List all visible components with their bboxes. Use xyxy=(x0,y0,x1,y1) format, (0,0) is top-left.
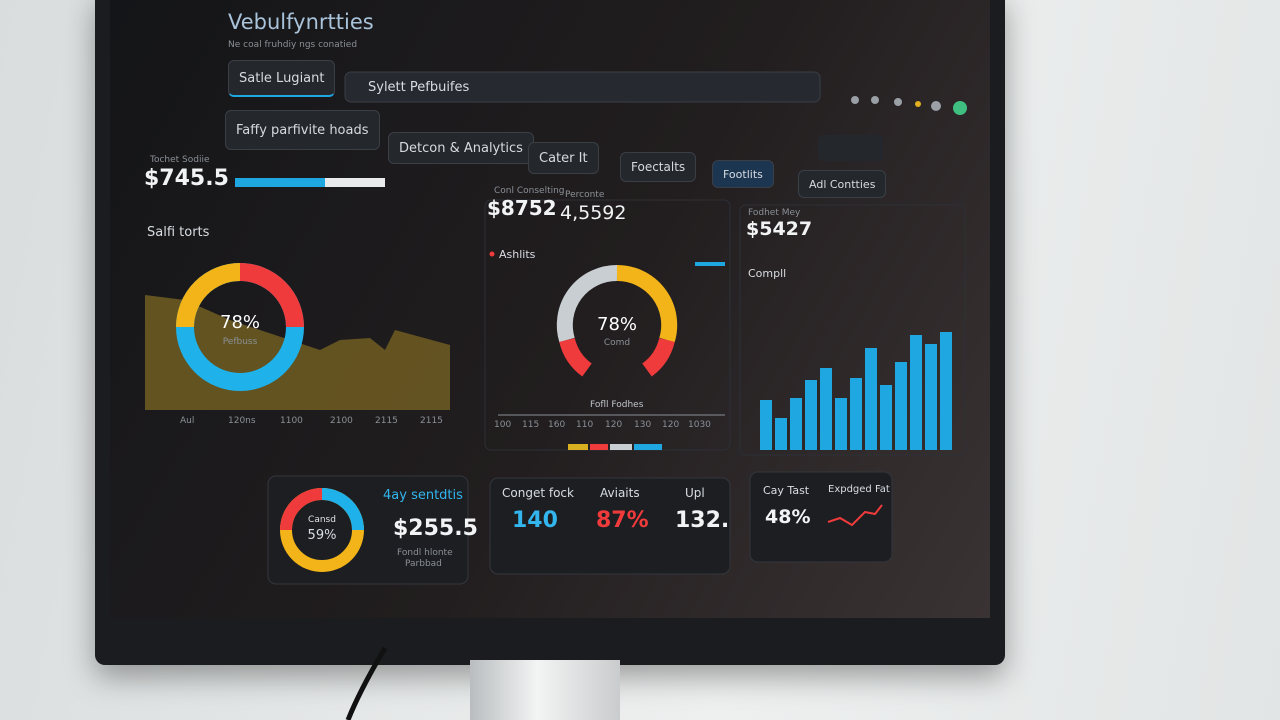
axis-label: 1030 xyxy=(688,420,711,430)
axis-title: Fofll Fodhes xyxy=(590,400,644,410)
axis-label: 130 xyxy=(634,420,652,430)
graphics xyxy=(145,71,967,585)
section-title: Salfi torts xyxy=(147,225,210,240)
card-donut xyxy=(280,488,364,572)
app-subtitle: Ne coal fruhdiy ngs conatied xyxy=(228,40,358,50)
card-note: Fondl hlonte xyxy=(397,548,453,558)
tab[interactable]: Satle Lugiant xyxy=(228,60,336,97)
stat-label: Conl Conselting xyxy=(494,186,565,196)
toolbar-icons xyxy=(851,96,967,115)
donut-value: 59% xyxy=(307,528,337,543)
axis-label: 120ns xyxy=(228,416,256,426)
axis-label: 2100 xyxy=(330,416,353,426)
screen: Vebulfynrtties Ne coal fruhdiy ngs conat… xyxy=(110,0,990,618)
axis-label: 115 xyxy=(522,420,540,430)
metric-label: Upl xyxy=(685,486,705,500)
axis-label: 100 xyxy=(494,420,512,430)
axis-label: 120 xyxy=(605,420,623,430)
search-bar xyxy=(344,71,821,103)
axis-label: 120 xyxy=(662,420,680,430)
metric-label: Expdged Fat xyxy=(828,484,890,495)
bar-chart xyxy=(760,332,952,450)
nav-button[interactable]: Footlits xyxy=(712,160,774,188)
gauge xyxy=(556,264,678,377)
metric-value: 48% xyxy=(765,506,811,528)
donut-label: Pefbuss xyxy=(222,337,258,347)
axis-label: 160 xyxy=(548,420,566,430)
donut-value: 78% xyxy=(219,312,261,333)
card xyxy=(749,471,893,563)
mini-bar xyxy=(695,262,725,266)
stat-value: $5427 xyxy=(746,218,813,240)
stat-label: Tochet Sodiie xyxy=(150,155,210,165)
tab[interactable]: Sylett Pefbuifes xyxy=(368,80,470,95)
stat-value: $745.5 xyxy=(144,166,229,191)
metric-value: 140 xyxy=(512,508,558,533)
app-title: Vebulfynrtties xyxy=(228,10,374,34)
stat-label: Perconte xyxy=(565,190,605,200)
metric-label: Cay Tast xyxy=(763,484,810,497)
donut xyxy=(176,263,304,391)
gauge-value: 78% xyxy=(596,314,638,335)
card-title: 4ay sentdtis xyxy=(383,488,463,503)
metric-value: 132. xyxy=(675,508,730,533)
axis-label: 2115 xyxy=(375,416,398,426)
axis-label: 2115 xyxy=(420,416,443,426)
legend-chips xyxy=(568,444,662,450)
progress-fill xyxy=(235,178,325,187)
sparkline xyxy=(827,504,883,527)
panel-border xyxy=(739,204,966,456)
metric-label: Conget fock xyxy=(502,486,574,500)
monitor-stand xyxy=(470,660,620,720)
section-title: Ashlits xyxy=(499,248,536,261)
metric-value: 87% xyxy=(596,508,649,533)
stat-value: $8752 xyxy=(487,196,557,220)
gauge-label: Comd xyxy=(603,338,631,348)
nav-button[interactable]: Foectalts xyxy=(620,152,697,182)
axis-label: 110 xyxy=(576,420,594,430)
card xyxy=(267,475,469,585)
card xyxy=(489,477,731,575)
stat-label: Fodhet Mey xyxy=(748,208,801,218)
nav-button[interactable]: Faffy parfivite hoads xyxy=(225,110,380,150)
axis-label: Aul xyxy=(180,416,195,426)
nav-button[interactable]: Cater It xyxy=(528,142,599,174)
card-value: $255.5 xyxy=(393,516,478,541)
donut-label: Cansd xyxy=(308,515,336,525)
section-title: Compll xyxy=(748,267,787,280)
card-note: Parbbad xyxy=(405,559,442,569)
axis-label: 1100 xyxy=(280,416,303,426)
nav-button[interactable]: Detcon & Analytics xyxy=(388,132,534,164)
metric-label: Aviaits xyxy=(600,486,640,500)
nav-button[interactable]: Adl Contties xyxy=(798,170,887,198)
stat-value: 4,5592 xyxy=(560,202,627,224)
bullet xyxy=(489,251,495,257)
icon-group xyxy=(818,135,883,161)
